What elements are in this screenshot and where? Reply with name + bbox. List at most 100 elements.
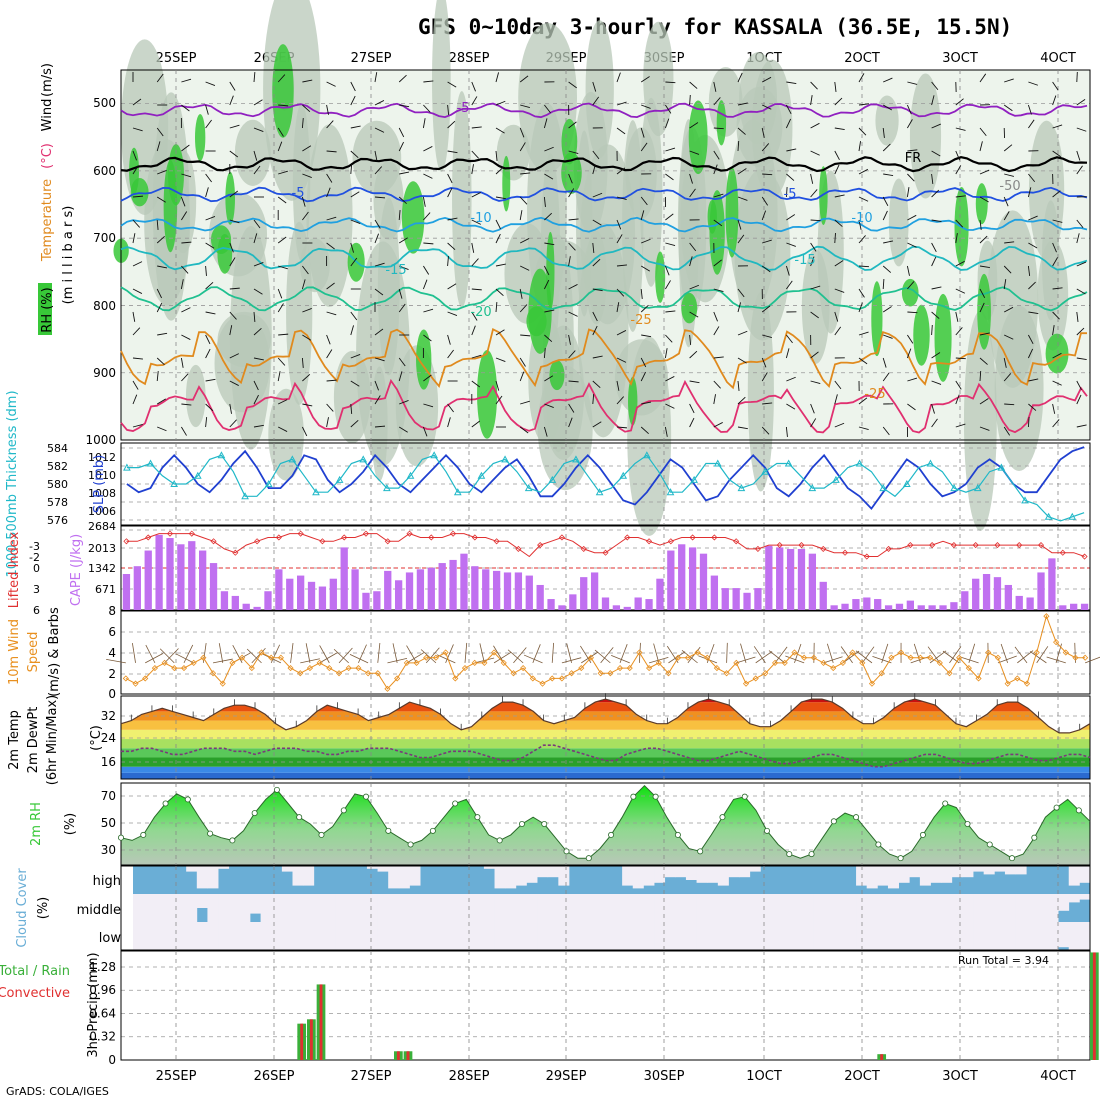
wind-barb [979,426,990,431]
wind-barb [882,127,885,138]
cloud-gap-cell [164,922,176,950]
wind-barb [568,121,577,129]
cloud-gap-cell [260,894,272,922]
wind-barb [471,81,476,92]
surface-wind-barb [251,647,266,664]
wind-barb [1003,265,1012,274]
surface-wind-barb [755,651,773,664]
cloud-gap-cell [377,894,389,922]
surface-wind-barb [319,645,330,664]
cape-bar [863,597,871,610]
wind-barb [495,380,500,391]
wind-barb [616,426,628,429]
wind-barb [229,150,239,158]
wind-barb [253,261,264,267]
surface-wind-barb [246,648,262,664]
wind-barb [423,308,434,313]
wind-barb [737,330,748,336]
wind-barb [132,219,141,228]
wind-barb [471,150,479,159]
wind-barb [568,417,573,428]
rh-marker [830,818,837,825]
wind-barb [906,187,910,198]
wind-barb [229,353,239,359]
cape-lifted-panel: -3-20 3 6 2684 2013 1342 671 Lifted Index CAPE (… [7,520,1091,617]
wind-barb [1076,219,1084,229]
cloud-gap-cell [685,894,697,922]
thickness-marker [146,459,155,467]
top-date-label: 28SEP [449,51,490,66]
surface-wind-barb [753,646,766,664]
wind-speed-marker [306,664,314,672]
cloud-gap-cell [154,922,166,950]
precip-tick-label: 0.64 [89,1006,116,1020]
cape-bar [405,572,414,610]
wind-barb [1028,334,1034,345]
bottom-date-label: 1OCT [746,1069,782,1084]
wind-barb [665,173,674,181]
cape-bar [471,566,479,610]
wind-speed-marker [665,670,672,677]
rh-high-blob [709,190,725,275]
cloud-gap-cell [133,922,145,950]
wind-barb [882,357,887,368]
surface-wind-barb [561,657,582,664]
wind-speed-marker [297,670,304,677]
lifted-index-marker [624,534,631,541]
wind-barb [302,145,312,152]
rh-marker [140,831,147,838]
cloud-gap-cell [366,894,378,922]
wind-barb [398,74,407,83]
wind-barb [665,403,675,409]
thickness-marker [170,479,179,487]
isotherm-line [120,102,1088,119]
isotherm-line [120,245,1088,271]
wind-barb [786,280,793,290]
cloud-gap-cell [643,866,655,886]
rh-area [121,785,1090,865]
wind-barb [810,173,814,184]
wind-barb [713,150,720,160]
cloud-gap-cell [739,866,751,878]
wind-speed-marker [810,654,817,661]
cloud-gap-cell [207,922,219,950]
wind-barb [1003,144,1013,152]
wind-barb [302,265,309,275]
wind-barb [713,193,724,198]
rh-shade-blob [625,127,657,220]
wind-barb [495,395,503,405]
thickness-marker [335,475,344,483]
rh-frame [120,782,1091,866]
cloud-gap-cell [643,922,655,950]
precip-tick-label: 0 [108,1053,116,1067]
wind-barb [1076,127,1087,132]
wind-barb [471,354,482,359]
wind-barb [253,71,256,83]
precip-tick-label: 0.96 [89,983,116,997]
precip-convective-bar [880,1054,884,1060]
isotherm-line [120,216,1088,233]
wind-tick-label: 6 [108,625,116,639]
thickness-marker [264,479,273,487]
cloud-gap-cell [292,866,304,886]
thickness-marker [383,484,391,492]
wind-barb [471,325,476,336]
cloud-gap-cell [1004,922,1016,950]
wind-barb [858,331,869,336]
cloud-gap-cell [452,922,464,950]
wind-barb [1004,78,1014,83]
rh-high-blob [502,155,511,212]
wind-barb [519,371,525,382]
wind-barb [229,124,240,129]
wind-barb [737,380,740,391]
wind-barb [399,265,409,271]
wind-speed-marker [549,675,556,682]
cape-bar [275,569,283,610]
cloud-gap-cell [877,866,889,886]
wind-speed-marker [200,654,207,661]
rh-tick-label: 50 [101,816,116,830]
wind-barb [326,187,331,198]
rh-high-blob [688,100,708,175]
wind-barb [737,127,746,135]
rh-high-blob [901,278,919,307]
